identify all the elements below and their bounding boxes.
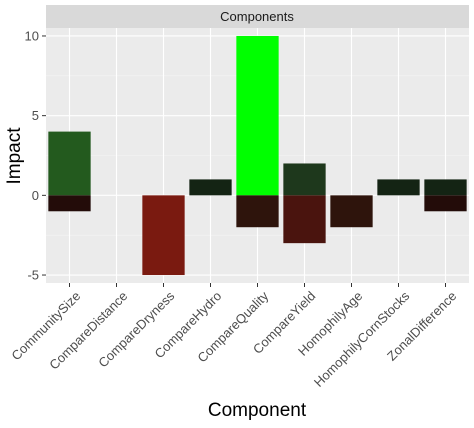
y-tick-label: 10	[25, 28, 39, 43]
bar	[48, 195, 91, 212]
y-axis-ticks: -5 0 5 10	[25, 28, 46, 283]
bar	[48, 131, 91, 196]
bars	[48, 35, 467, 276]
bar	[330, 195, 373, 228]
bar	[424, 195, 467, 212]
facet-strip	[46, 5, 469, 28]
bar	[236, 195, 279, 228]
x-axis-title: Component	[208, 400, 307, 421]
x-axis-ticks: CommunitySizeCompareDistanceCompareDryne…	[8, 283, 459, 390]
bar	[189, 179, 232, 196]
bar	[377, 179, 420, 196]
y-tick-label: 0	[32, 188, 39, 203]
bar	[283, 163, 326, 196]
bar	[236, 35, 279, 196]
y-tick-label: 5	[32, 108, 39, 123]
bar	[424, 179, 467, 196]
y-tick-label: -5	[27, 268, 39, 283]
facet-strip-label: Components	[220, 9, 294, 24]
y-axis-title: Impact	[4, 127, 25, 185]
bar	[283, 195, 326, 244]
bar	[142, 195, 185, 276]
